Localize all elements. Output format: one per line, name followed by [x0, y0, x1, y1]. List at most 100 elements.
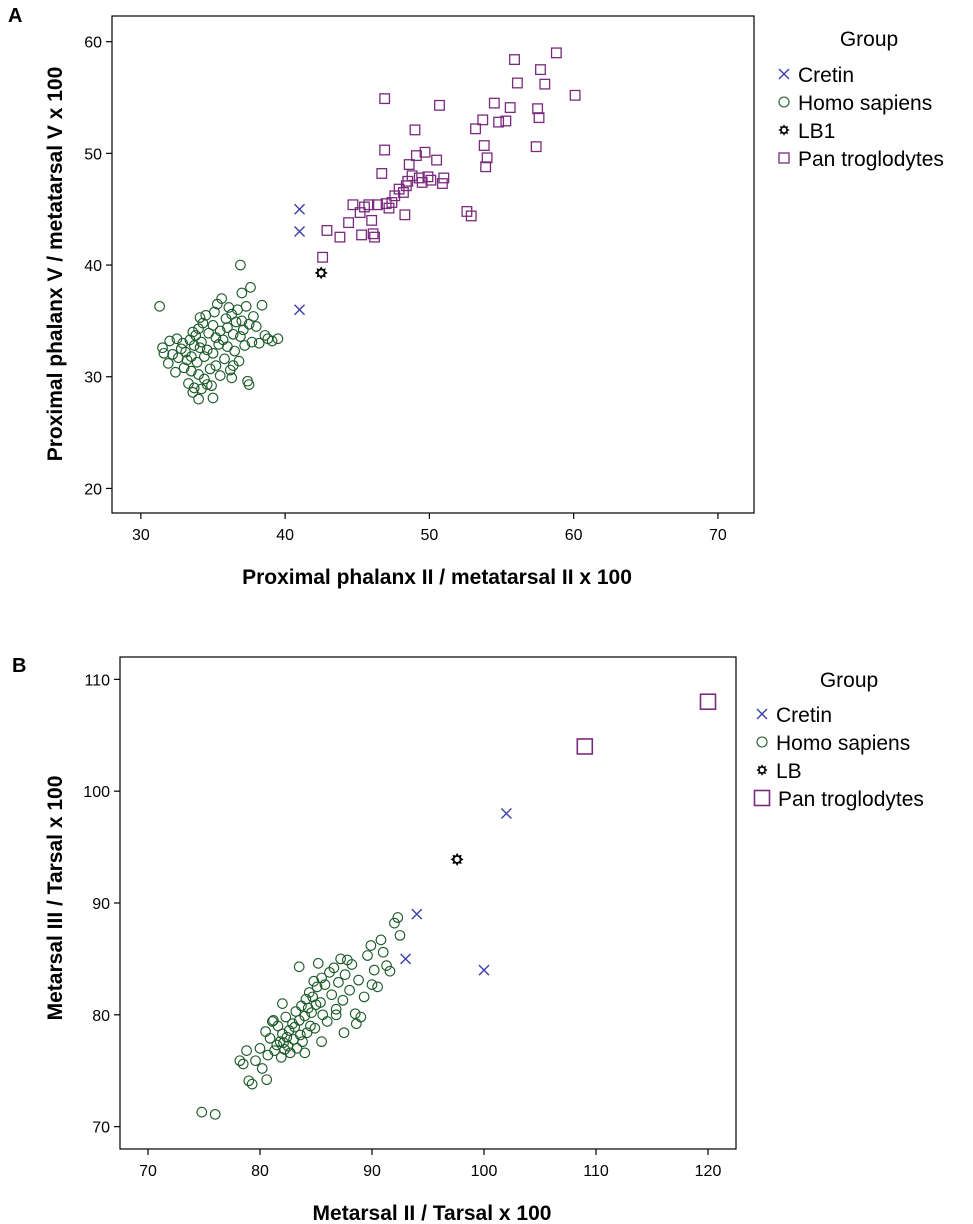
point-homo-sapiens — [375, 934, 387, 946]
point-homo-sapiens — [190, 330, 202, 341]
point-pan-troglodytes — [317, 251, 329, 263]
point-pan-troglodytes — [409, 124, 421, 136]
point-homo-sapiens — [264, 1032, 276, 1044]
point-homo-sapiens — [319, 979, 331, 990]
x-axis-b: 70 80 90 100 110 120 — [139, 1149, 721, 1180]
point-homo-sapiens — [366, 979, 378, 990]
point-pan-troglodytes — [699, 693, 717, 711]
point-pan-troglodytes — [425, 174, 437, 186]
y-tick-label: 110 — [84, 672, 110, 689]
point-pan-troglodytes — [367, 228, 379, 240]
point-homo-sapiens — [243, 1075, 255, 1087]
point-homo-sapiens — [389, 917, 400, 929]
point-homo-sapiens — [188, 382, 200, 394]
y-tick-label: 40 — [84, 258, 102, 275]
chart-panel-b: B 70 80 90 100 110 70 80 90 100 110 120 Metarsal … — [12, 655, 924, 1224]
y-tick-label: 30 — [84, 370, 102, 387]
point-homo-sapiens — [301, 1027, 313, 1039]
legend-marker-cretin — [756, 708, 768, 720]
point-homo-sapiens — [381, 960, 392, 971]
point-homo-sapiens — [185, 351, 197, 362]
point-homo-sapiens — [335, 953, 346, 965]
point-pan-troglodytes — [480, 161, 492, 173]
point-pan-troglodytes — [416, 176, 428, 188]
point-homo-sapiens — [272, 333, 284, 345]
y-tick-label: 60 — [84, 35, 102, 52]
point-homo-sapiens — [256, 1063, 268, 1074]
point-homo-sapiens — [209, 1108, 221, 1120]
point-homo-sapiens — [207, 392, 219, 404]
point-pan-troglodytes — [321, 224, 333, 236]
point-pan-troglodytes — [431, 154, 443, 166]
point-homo-sapiens — [321, 1016, 333, 1027]
point-homo-sapiens — [240, 301, 252, 312]
point-pan-troglodytes — [343, 217, 355, 229]
point-homo-sapiens — [209, 306, 220, 318]
point-homo-sapiens — [315, 997, 326, 1008]
point-pan-troglodytes — [334, 231, 346, 243]
point-cretin — [411, 908, 423, 920]
point-homo-sapiens — [243, 379, 255, 390]
point-homo-sapiens — [297, 1036, 308, 1048]
point-homo-sapiens — [154, 301, 165, 312]
point-homo-sapiens — [230, 316, 242, 328]
legend-label-homo-sapiens: Homo sapiens — [776, 732, 910, 755]
y-tick-label: 50 — [84, 146, 102, 163]
x-tick-label: 30 — [132, 527, 150, 544]
point-homo-sapiens — [261, 1074, 273, 1086]
legend-title-b: Group — [820, 669, 878, 692]
point-homo-sapiens — [294, 1029, 306, 1041]
point-pan-troglodytes — [509, 54, 520, 66]
point-pan-troglodytes — [533, 112, 545, 124]
point-homo-sapiens — [372, 981, 383, 993]
point-homo-sapiens — [316, 972, 327, 984]
point-homo-sapiens — [248, 311, 259, 322]
point-homo-sapiens — [311, 981, 323, 993]
legend-b: Group Cretin Homo sapiens LB Pan troglodyte… — [753, 669, 924, 811]
x-tick-label: 100 — [471, 1163, 498, 1180]
point-homo-sapiens — [316, 1036, 327, 1048]
point-homo-sapiens — [210, 360, 222, 371]
point-pan-troglodytes — [470, 123, 482, 135]
point-homo-sapiens — [358, 991, 370, 1003]
point-pan-troglodytes — [535, 64, 546, 76]
point-homo-sapiens — [157, 342, 168, 354]
x-tick-label: 60 — [565, 527, 583, 544]
point-pan-troglodytes — [356, 229, 368, 241]
point-pan-troglodytes — [500, 115, 512, 127]
legend-marker-homo-sapiens — [778, 96, 790, 108]
y-axis-title-b: Metarsal III / Tarsal x 100 — [44, 776, 67, 1021]
point-homo-sapiens — [187, 326, 199, 338]
point-homo-sapiens — [241, 1045, 252, 1056]
panel-label-a: A — [8, 5, 22, 27]
point-homo-sapiens — [353, 974, 364, 986]
point-homo-sapiens — [338, 1027, 350, 1039]
point-homo-sapiens — [170, 366, 181, 378]
point-homo-sapiens — [290, 1006, 302, 1017]
point-homo-sapiens — [250, 1055, 261, 1067]
legend-marker-pan-troglodytes — [778, 152, 790, 164]
point-homo-sapiens — [362, 950, 373, 961]
point-pan-troglodytes — [504, 102, 516, 114]
point-homo-sapiens — [259, 330, 271, 341]
point-homo-sapiens — [196, 336, 207, 348]
y-tick-label: 70 — [92, 1120, 110, 1137]
point-homo-sapiens — [198, 373, 210, 385]
legend-label-pan-troglodytes: Pan troglodytes — [798, 148, 944, 171]
x-tick-label: 50 — [420, 527, 438, 544]
point-homo-sapiens — [191, 356, 203, 368]
point-homo-sapiens — [236, 287, 248, 299]
point-homo-sapiens — [237, 324, 249, 336]
y-axis-title-a: Proximal phalanx V / metatarsal V x 100 — [44, 67, 67, 462]
point-cretin — [400, 953, 412, 965]
point-homo-sapiens — [226, 372, 238, 384]
point-homo-sapiens — [227, 328, 239, 340]
point-cretin — [500, 808, 512, 820]
point-homo-sapiens — [194, 312, 206, 323]
point-homo-sapiens — [162, 357, 174, 369]
point-homo-sapiens — [306, 1007, 317, 1018]
point-homo-sapiens — [227, 360, 239, 371]
point-homo-sapiens — [178, 362, 190, 374]
point-homo-sapiens — [256, 299, 268, 311]
